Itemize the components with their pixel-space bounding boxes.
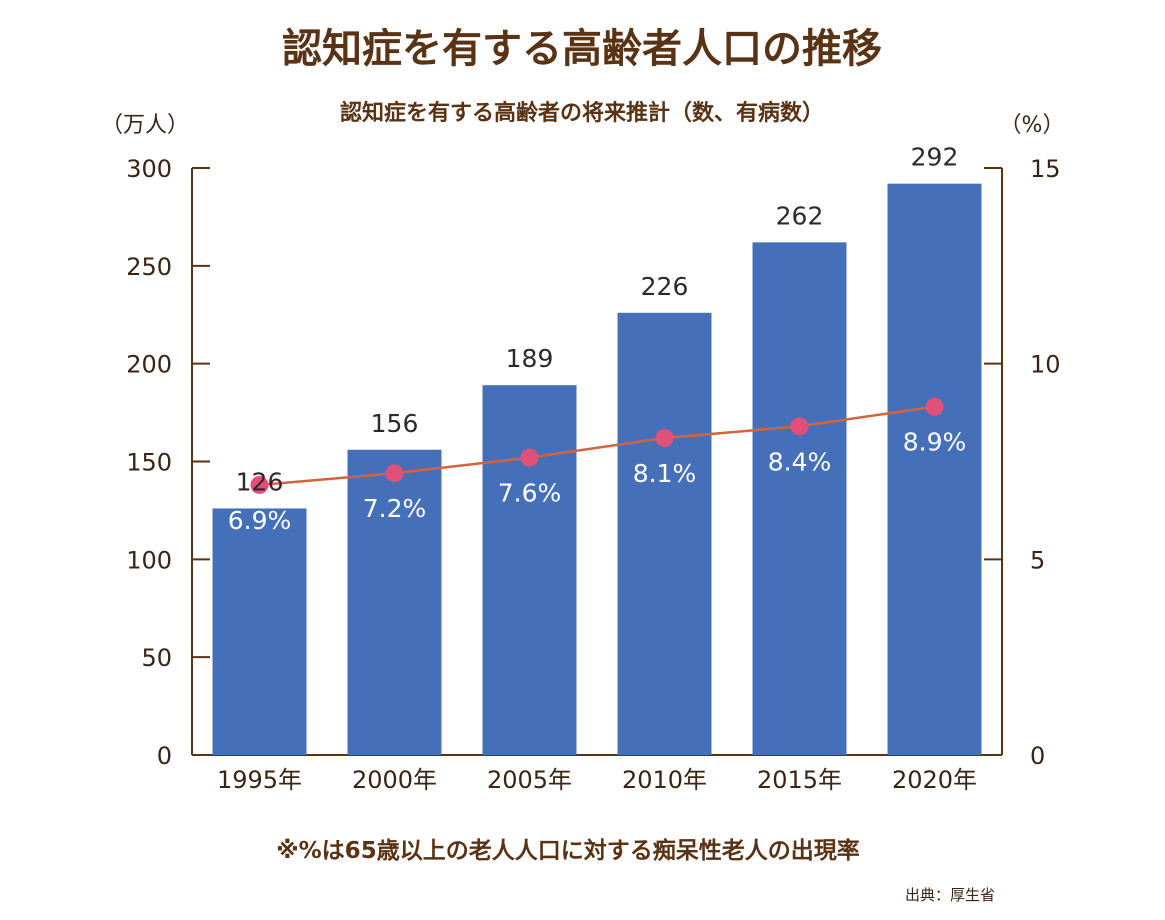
rate-point bbox=[520, 448, 539, 467]
bar-value-label: 226 bbox=[641, 272, 689, 301]
footnote: ※%は65歳以上の老人人口に対する痴呆性老人の出現率 bbox=[276, 837, 859, 864]
bar bbox=[617, 312, 712, 755]
bar bbox=[212, 508, 307, 755]
rate-value-label: 7.6% bbox=[498, 479, 562, 508]
bar-value-label: 126 bbox=[236, 467, 284, 496]
source-credit: 出典：厚生省 bbox=[905, 886, 995, 904]
x-tick-label: 1995年 bbox=[217, 766, 302, 794]
left-tick-label: 50 bbox=[141, 644, 172, 672]
left-tick-label: 0 bbox=[157, 742, 172, 770]
left-tick-label: 300 bbox=[126, 155, 172, 183]
rate-point bbox=[385, 464, 404, 483]
bar-value-label: 156 bbox=[371, 409, 419, 438]
rate-line-path bbox=[259, 405, 935, 487]
left-tick-label: 150 bbox=[126, 449, 172, 477]
left-tick-label: 250 bbox=[126, 253, 172, 281]
rate-point bbox=[925, 397, 944, 416]
bar bbox=[482, 385, 577, 755]
right-tick-label: 5 bbox=[1030, 546, 1045, 574]
rate-value-label: 8.1% bbox=[633, 459, 697, 488]
rate-value-label: 7.2% bbox=[363, 494, 427, 523]
rate-value-label: 8.4% bbox=[768, 447, 832, 476]
bar bbox=[347, 449, 442, 755]
rate-point bbox=[250, 475, 269, 494]
x-tick-label: 2000年 bbox=[352, 766, 437, 794]
rate-value-label: 8.9% bbox=[903, 428, 967, 457]
bar-value-label: 189 bbox=[506, 344, 554, 373]
chart-title: 認知症を有する高齢者人口の推移 bbox=[282, 26, 882, 72]
x-tick-label: 2005年 bbox=[487, 766, 572, 794]
rate-value-label: 6.9% bbox=[228, 506, 292, 535]
bar bbox=[887, 183, 982, 756]
data-labels: 126 156 189 226 262 292 6.9% 7.2% 7.6% 8.1% 8.4% 8.… bbox=[228, 143, 967, 535]
chart-subtitle: 認知症を有する高齢者の将来推計（数、有病数） bbox=[340, 100, 824, 126]
bar bbox=[752, 242, 847, 755]
right-axis-unit: （%） bbox=[1000, 113, 1065, 138]
right-tick-label: 15 bbox=[1030, 155, 1061, 183]
left-tick-label: 100 bbox=[126, 546, 172, 574]
right-tick-label: 0 bbox=[1030, 742, 1045, 770]
left-tick-label: 200 bbox=[126, 351, 172, 379]
axes: 0 50 100 150 200 250 300 0 5 10 15 1995年 2000年 2005年 2… bbox=[126, 155, 1060, 794]
right-tick-label: 10 bbox=[1030, 351, 1061, 379]
rate-line bbox=[250, 397, 944, 494]
left-axis-unit: （万人） bbox=[101, 113, 189, 138]
bar-value-label: 262 bbox=[776, 201, 824, 230]
x-tick-label: 2010年 bbox=[622, 766, 707, 794]
rate-point bbox=[655, 429, 674, 448]
x-tick-label: 2015年 bbox=[757, 766, 842, 794]
rate-point bbox=[790, 417, 809, 436]
bars bbox=[212, 183, 982, 756]
bar-value-label: 292 bbox=[911, 143, 959, 172]
x-tick-label: 2020年 bbox=[892, 766, 977, 794]
